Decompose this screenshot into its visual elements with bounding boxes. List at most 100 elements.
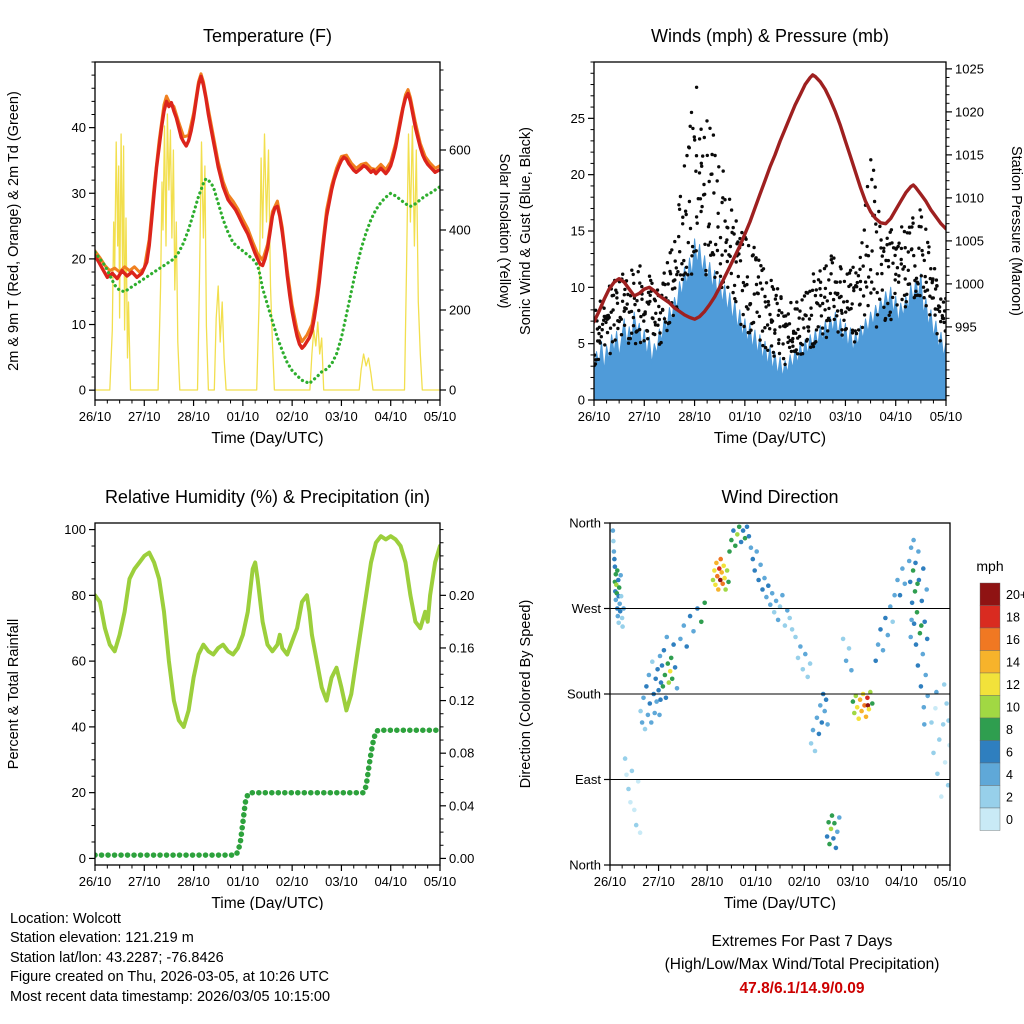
svg-text:26/10: 26/10 — [578, 409, 611, 424]
svg-text:05/10: 05/10 — [930, 409, 963, 424]
svg-text:200: 200 — [449, 303, 471, 318]
svg-text:03/10: 03/10 — [837, 874, 870, 889]
svg-text:Solar Insolation (Yellow): Solar Insolation (Yellow) — [496, 153, 512, 308]
svg-text:600: 600 — [449, 143, 471, 158]
svg-text:60: 60 — [72, 654, 86, 669]
svg-text:400: 400 — [449, 223, 471, 238]
svg-text:30: 30 — [72, 186, 86, 201]
svg-text:02/10: 02/10 — [788, 874, 821, 889]
extremes-values: 47.8/6.1/14.9/0.09 — [739, 979, 865, 997]
svg-text:995: 995 — [955, 319, 977, 334]
svg-text:Relative Humidity (%) & Precip: Relative Humidity (%) & Precipitation (i… — [105, 487, 430, 507]
svg-text:North: North — [569, 516, 601, 531]
svg-text:1025: 1025 — [955, 61, 984, 76]
svg-text:14: 14 — [1006, 655, 1020, 669]
winds-pressure-chart: 26/10 27/10 28/10 01/10 02/10 03/10 04/10 05/10… — [518, 26, 1024, 447]
svg-text:04/10: 04/10 — [879, 409, 912, 424]
svg-text:South: South — [567, 687, 601, 702]
svg-text:02/10: 02/10 — [276, 409, 309, 424]
svg-text:15: 15 — [571, 224, 585, 239]
svg-text:03/10: 03/10 — [325, 409, 358, 424]
svg-text:Sonic Wind & Gust (Blue, Black: Sonic Wind & Gust (Blue, Black) — [518, 127, 534, 335]
svg-text:Wind Direction: Wind Direction — [721, 487, 838, 507]
figure-created-timestamp: Figure created on Thu, 2026-03-05, at 10… — [10, 969, 329, 986]
svg-text:0.12: 0.12 — [449, 693, 474, 708]
svg-text:0: 0 — [1006, 813, 1013, 827]
svg-text:Time (Day/UTC): Time (Day/UTC) — [714, 430, 826, 447]
svg-text:28/10: 28/10 — [177, 874, 210, 889]
svg-text:01/10: 01/10 — [227, 874, 260, 889]
svg-text:Winds (mph) & Pressure (mb): Winds (mph) & Pressure (mb) — [651, 26, 889, 46]
svg-text:5: 5 — [578, 336, 585, 351]
svg-text:0.04: 0.04 — [449, 798, 474, 813]
svg-text:8: 8 — [1006, 723, 1013, 737]
svg-text:100: 100 — [64, 522, 86, 537]
wind-direction-chart: 26/10 27/10 28/10 01/10 02/10 03/10 04/10 05/10… — [518, 487, 1024, 910]
svg-text:0.20: 0.20 — [449, 588, 474, 603]
svg-text:Station Pressure (Maroon): Station Pressure (Maroon) — [1008, 146, 1024, 316]
svg-text:Time (Day/UTC): Time (Day/UTC) — [211, 895, 323, 910]
station-latlon: Station lat/lon: 43.2287; -76.8426 — [10, 949, 224, 966]
svg-text:20: 20 — [571, 167, 585, 182]
svg-text:10: 10 — [571, 280, 585, 295]
svg-text:02/10: 02/10 — [779, 409, 812, 424]
charts-grid: 26/10 27/10 28/10 01/10 02/10 03/10 04/10 05/10… — [6, 26, 1024, 910]
svg-text:28/10: 28/10 — [691, 874, 724, 889]
station-info: Location: Wolcott Station elevation: 121… — [10, 910, 510, 1007]
svg-text:26/10: 26/10 — [79, 409, 112, 424]
svg-text:03/10: 03/10 — [829, 409, 862, 424]
recent-data-timestamp: Most recent data timestamp: 2026/03/05 1… — [10, 988, 331, 1005]
svg-text:20+: 20+ — [1006, 588, 1024, 602]
svg-text:Temperature (F): Temperature (F) — [203, 26, 332, 46]
humidity-precipitation-chart: 26/10 27/10 28/10 01/10 02/10 03/10 04/10 05/10… — [6, 487, 474, 910]
svg-text:04/10: 04/10 — [885, 874, 918, 889]
extremes-subtitle: (High/Low/Max Wind/Total Precipitation) — [664, 956, 940, 974]
svg-text:0.08: 0.08 — [449, 746, 474, 761]
extremes-summary: Extremes For Past 7 Days (High/Low/Max W… — [582, 910, 1022, 1000]
svg-text:16: 16 — [1006, 633, 1020, 647]
svg-text:05/10: 05/10 — [424, 874, 457, 889]
svg-text:26/10: 26/10 — [594, 874, 627, 889]
svg-text:26/10: 26/10 — [79, 874, 112, 889]
svg-text:Time (Day/UTC): Time (Day/UTC) — [211, 430, 323, 447]
svg-text:27/10: 27/10 — [128, 874, 161, 889]
svg-text:Time (Day/UTC): Time (Day/UTC) — [724, 895, 836, 910]
svg-text:40: 40 — [72, 120, 86, 135]
svg-text:25: 25 — [571, 111, 585, 126]
svg-text:27/10: 27/10 — [128, 409, 161, 424]
svg-text:20: 20 — [72, 251, 86, 266]
svg-text:0: 0 — [449, 383, 456, 398]
svg-text:10: 10 — [1006, 700, 1020, 714]
svg-text:2: 2 — [1006, 790, 1013, 804]
svg-text:01/10: 01/10 — [739, 874, 772, 889]
svg-text:Percent & Total Rainfall: Percent & Total Rainfall — [6, 619, 22, 769]
svg-text:01/10: 01/10 — [729, 409, 762, 424]
station-location: Location: Wolcott — [10, 911, 121, 927]
svg-text:18: 18 — [1006, 610, 1020, 624]
svg-text:Direction (Colored By Speed): Direction (Colored By Speed) — [518, 600, 534, 789]
svg-text:02/10: 02/10 — [276, 874, 309, 889]
extremes-title: Extremes For Past 7 Days — [711, 933, 893, 950]
svg-text:4: 4 — [1006, 768, 1013, 782]
svg-text:12: 12 — [1006, 678, 1020, 692]
svg-text:0: 0 — [578, 393, 585, 408]
svg-text:0.00: 0.00 — [449, 851, 474, 866]
svg-text:04/10: 04/10 — [374, 874, 407, 889]
svg-text:0: 0 — [79, 383, 86, 398]
svg-text:40: 40 — [72, 719, 86, 734]
svg-text:27/10: 27/10 — [642, 874, 675, 889]
svg-text:0.16: 0.16 — [449, 640, 474, 655]
svg-text:20: 20 — [72, 785, 86, 800]
svg-text:1015: 1015 — [955, 147, 984, 162]
station-elevation: Station elevation: 121.219 m — [10, 930, 194, 947]
svg-text:01/10: 01/10 — [227, 409, 260, 424]
svg-text:East: East — [575, 772, 601, 787]
svg-text:05/10: 05/10 — [934, 874, 967, 889]
svg-text:mph: mph — [976, 558, 1003, 574]
svg-text:North: North — [569, 858, 601, 873]
svg-text:1020: 1020 — [955, 104, 984, 119]
svg-text:05/10: 05/10 — [424, 409, 457, 424]
svg-text:27/10: 27/10 — [628, 409, 661, 424]
svg-text:1000: 1000 — [955, 276, 984, 291]
